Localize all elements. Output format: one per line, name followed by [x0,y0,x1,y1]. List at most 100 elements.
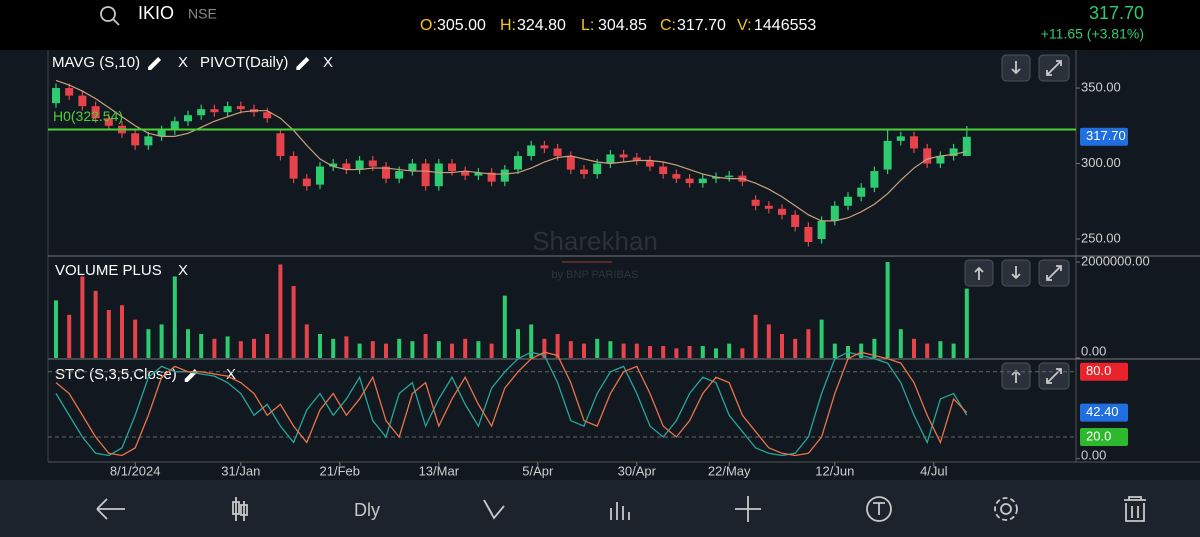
volume-bar [238,341,243,358]
volume-bar [621,343,626,358]
y-tick-label: 250.00 [1081,230,1121,245]
volume-bar [793,338,798,358]
candle-body [223,106,232,113]
stc-last-tag: 42.40 [1086,404,1119,419]
settings-button[interactable] [994,497,1018,521]
volume-bar [67,314,72,358]
x-tick-label: 4/Jul [920,463,948,478]
x-tick-label: 22/May [708,463,751,478]
volume-bar [489,343,494,358]
volume-bar [819,319,824,358]
volume-bar [727,343,732,358]
expand-button[interactable] [1038,54,1070,82]
candle-body [949,148,958,156]
ohlc-key: C: [660,17,676,34]
volume-bar [766,324,771,358]
volume-bar [700,346,705,358]
up-button[interactable] [964,259,994,287]
indicator-button[interactable] [610,502,630,520]
candle-body [408,163,417,172]
candle-body [65,88,74,96]
volume-bar [291,286,296,358]
symbol[interactable]: IKIO [138,3,174,23]
volume-bar [516,329,520,358]
candle-body [263,112,272,119]
down-button[interactable] [1001,259,1031,287]
candle-body [580,169,588,175]
expand-button[interactable] [1038,259,1070,287]
candle-body [104,118,113,126]
candle-body [184,115,192,122]
drawing-button[interactable] [483,499,505,520]
candle-body [316,166,324,185]
volume-bar [568,341,573,358]
edit-icon[interactable] [296,57,310,70]
volume-bar [106,310,111,358]
top-bar [0,0,1200,50]
ohlc-value: 304.85 [598,17,647,34]
volume-bar [423,334,428,358]
x-tick-label: 31/Jan [221,463,260,478]
candle-body [923,148,932,164]
delete-button[interactable] [1124,496,1146,522]
interval-button[interactable]: Dly [354,500,380,520]
crosshair-button[interactable] [735,496,761,522]
edit-icon[interactable] [148,57,162,70]
text-button[interactable] [866,496,892,522]
volume-bar [199,334,204,358]
indicator-name[interactable]: STC (S,3,5,Close) [55,366,177,383]
volume-bar [436,341,441,358]
volume-bar [595,338,600,358]
candle-body [698,178,707,184]
candle-body [632,157,641,161]
candle-body [197,109,206,116]
indicator-remove[interactable]: X [178,262,188,279]
candle-body [210,109,219,113]
candle-body [883,140,892,170]
candle-body [157,130,166,137]
volume-bar [159,324,164,358]
expand-button[interactable] [1038,362,1070,390]
indicator-remove[interactable]: X [178,54,188,71]
volume-bar [912,338,916,358]
candle-body [619,154,628,158]
volume-bar [252,338,256,358]
volume-bar [410,341,415,358]
volume-bar [832,343,837,358]
indicator-remove[interactable]: X [226,366,236,383]
candle-body [712,177,720,179]
collapse-button[interactable] [1001,54,1031,82]
candle-body [896,136,905,141]
candle-body [817,220,826,239]
y-tick-label: 0.00 [1081,343,1106,358]
candle-body [434,163,443,187]
indicator-name[interactable]: VOLUME PLUS [55,262,162,279]
stc-line [55,351,968,457]
candle-body [236,106,245,110]
volume-bar [753,314,758,358]
volume-bar [120,305,124,358]
candle-body [764,205,773,209]
volume-bar [146,329,151,358]
volume-bar [872,338,877,358]
stc-last-tag-box [1080,403,1128,422]
volume-bar [450,343,454,358]
volume-bar [502,295,507,358]
indicator-remove[interactable]: X [323,54,333,71]
volume-bar [357,343,362,358]
volume-bar [661,346,666,358]
candle-body [302,178,311,187]
indicator-name[interactable]: MAVG (S,10) [52,54,140,71]
back-button[interactable] [96,498,125,520]
candle-type-button[interactable] [232,497,248,521]
indicator-name[interactable]: PIVOT(Daily) [200,54,288,71]
candle-body [514,155,522,170]
volume-bar [172,276,177,358]
search-icon[interactable] [100,6,120,26]
candle-body [421,163,430,187]
y-tick-label: 0.00 [1081,447,1106,462]
candle-body [540,145,549,149]
up-button[interactable] [1001,362,1031,390]
volume-bar [780,334,784,358]
x-tick-label: 8/1/2024 [110,463,161,478]
